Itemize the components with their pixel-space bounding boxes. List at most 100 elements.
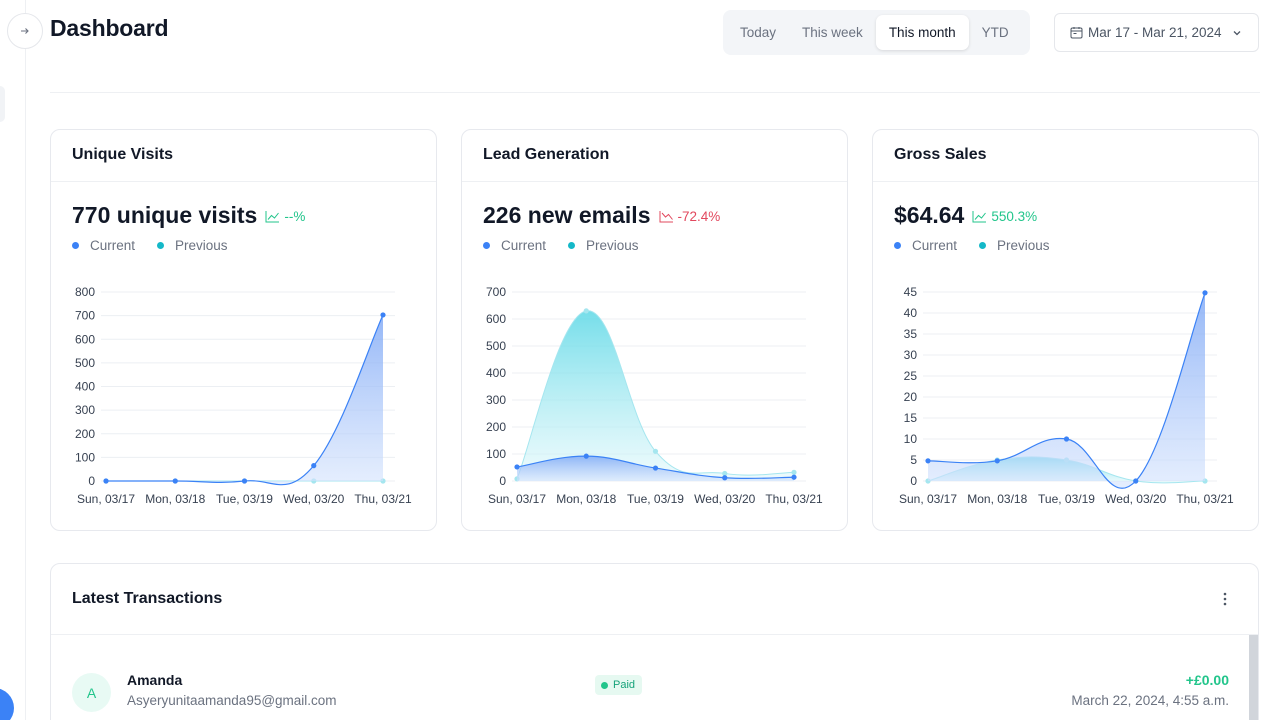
y-tick-label: 30: [904, 348, 918, 362]
x-tick-label: Sun, 03/17: [899, 492, 957, 506]
y-tick-label: 700: [75, 309, 95, 323]
previous-data-point: [791, 469, 797, 475]
avatar: A: [72, 673, 111, 712]
status-label: Paid: [613, 679, 636, 691]
date-range-picker[interactable]: Mar 17 - Mar 21, 2024: [1054, 13, 1259, 52]
x-tick-label: Sun, 03/17: [488, 492, 546, 506]
page-title: Dashboard: [50, 15, 169, 41]
date-range-label: Mar 17 - Mar 21, 2024: [1088, 25, 1222, 40]
metric-value: 226 new emails: [483, 202, 651, 228]
current-data-point: [380, 312, 386, 318]
trend-up-icon: [972, 211, 987, 223]
legend-previous: Previous: [979, 238, 1050, 253]
x-tick-label: Thu, 03/21: [354, 492, 412, 506]
y-tick-label: 100: [486, 447, 506, 461]
y-tick-label: 0: [88, 474, 95, 488]
y-tick-label: 20: [904, 390, 918, 404]
status-badge: Paid: [595, 675, 643, 695]
tab-today[interactable]: Today: [740, 25, 777, 40]
metric-change-value: -72.4%: [677, 209, 721, 224]
y-tick-label: 500: [486, 339, 506, 353]
metric-change: 550.3%: [972, 209, 1037, 224]
y-tick-label: 500: [75, 356, 95, 370]
chart-legend: Current Previous: [483, 238, 639, 253]
metric-change-value: --%: [284, 209, 306, 224]
y-tick-label: 600: [486, 312, 506, 326]
current-data-point: [1063, 436, 1070, 442]
y-tick-label: 300: [75, 403, 95, 417]
trend-up-icon: [265, 211, 280, 223]
transaction-amount: +£0.00: [1185, 672, 1229, 688]
y-tick-label: 0: [910, 474, 917, 488]
tab-this-week[interactable]: This week: [802, 25, 863, 40]
lead-generation-card: Lead Generation 226 new emails -72.4% Cu…: [461, 129, 848, 531]
chevron-down-icon: [1233, 30, 1241, 35]
previous-data-point: [583, 308, 589, 314]
legend-previous-label: Previous: [175, 238, 228, 253]
current-series-area: [106, 314, 383, 485]
tab-this-month[interactable]: This month: [875, 15, 969, 50]
current-data-point: [311, 463, 317, 469]
trend-down-icon: [659, 211, 673, 223]
current-data-point: [925, 458, 931, 464]
customer-name: Amanda: [127, 672, 183, 688]
x-tick-label: Wed, 03/20: [694, 492, 755, 506]
transactions-title: Latest Transactions: [72, 590, 223, 607]
y-tick-label: 35: [904, 327, 918, 341]
x-tick-label: Mon, 03/18: [967, 492, 1027, 506]
x-tick-label: Wed, 03/20: [283, 492, 344, 506]
y-tick-label: 5: [910, 453, 917, 467]
y-tick-label: 300: [486, 393, 506, 407]
scrollbar[interactable]: [1249, 635, 1258, 720]
y-tick-label: 600: [75, 332, 95, 346]
current-data-point: [241, 478, 248, 484]
gross-sales-chart: 0 5 10 15 20 25 30 35 40 45 Sun, 03/17 Mon, 03/18 Tu…: [899, 285, 1234, 506]
y-tick-label: 100: [75, 450, 95, 464]
sidebar-toggle-button[interactable]: [7, 13, 43, 49]
x-tick-label: Mon, 03/18: [145, 492, 205, 506]
latest-transactions-card: Latest Transactions A Amanda Asyeryunita…: [50, 563, 1259, 720]
metric-change-value: 550.3%: [991, 209, 1038, 224]
y-tick-label: 25: [904, 369, 918, 383]
current-series-area: [928, 292, 1205, 489]
x-tick-label: Tue, 03/19: [1038, 492, 1095, 506]
legend-previous: Previous: [568, 238, 639, 253]
current-data-point: [103, 478, 109, 484]
transaction-date: March 22, 2024, 4:55 a.m.: [1071, 693, 1229, 708]
previous-series-line: [516, 310, 795, 480]
legend-current: Current: [483, 238, 546, 253]
legend-current-label: Current: [90, 238, 136, 253]
legend-previous-label: Previous: [586, 238, 639, 253]
previous-data-point: [652, 448, 659, 454]
x-tick-label: Thu, 03/21: [1176, 492, 1234, 506]
card-title: Lead Generation: [462, 130, 847, 182]
x-tick-label: Mon, 03/18: [556, 492, 616, 506]
current-data-point: [1202, 290, 1208, 296]
y-tick-label: 10: [904, 432, 918, 446]
chart-legend: Current Previous: [72, 238, 228, 253]
current-series-line: [105, 314, 384, 486]
tab-ytd[interactable]: YTD: [981, 25, 1009, 40]
metric-change: --%: [265, 209, 305, 224]
customer-email: Asyeryunitaamanda95@gmail.com: [127, 693, 337, 708]
legend-current: Current: [894, 238, 957, 253]
legend-current-label: Current: [912, 238, 958, 253]
y-tick-label: 800: [75, 285, 95, 299]
card-title: Gross Sales: [873, 130, 1258, 182]
unique-visits-card: Unique Visits 770 unique visits --% Curr…: [50, 129, 437, 531]
arrow-right-icon: [21, 28, 29, 34]
x-tick-label: Wed, 03/20: [1105, 492, 1166, 506]
current-data-point: [994, 458, 1000, 464]
transaction-row[interactable]: A Amanda Asyeryunitaamanda95@gmail.com P…: [51, 664, 1251, 720]
previous-data-point: [722, 470, 728, 477]
x-tick-label: Thu, 03/21: [765, 492, 823, 506]
current-series-line: [927, 292, 1206, 489]
current-data-point: [514, 464, 520, 470]
y-tick-label: 0: [499, 474, 506, 488]
help-fab-button[interactable]: [0, 688, 14, 720]
y-tick-label: 400: [486, 366, 506, 380]
more-options-icon[interactable]: [1213, 587, 1237, 611]
sidebar-active-item[interactable]: [0, 86, 5, 122]
current-data-point: [791, 474, 797, 480]
sidebar: [0, 0, 26, 720]
